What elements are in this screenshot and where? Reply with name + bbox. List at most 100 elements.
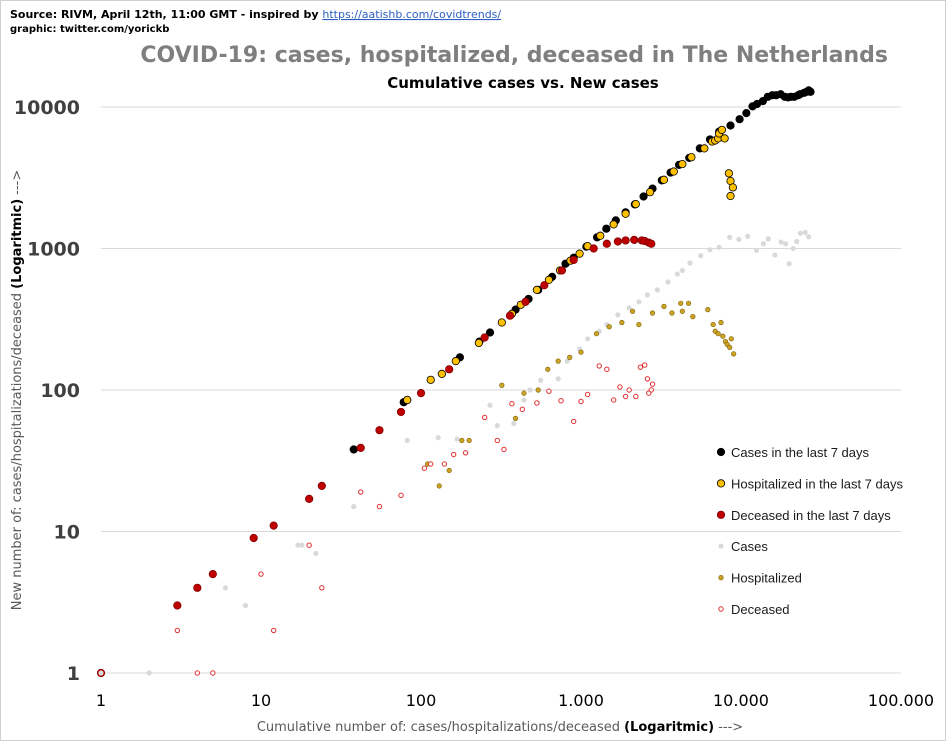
data-point [707, 247, 713, 253]
data-point [481, 414, 488, 421]
data-point [654, 287, 660, 293]
data-point [609, 220, 618, 229]
data-point [669, 310, 675, 316]
y-tick-label: 1000 [27, 239, 80, 261]
data-point [459, 437, 465, 444]
data-point [596, 363, 602, 369]
data-point [436, 483, 442, 489]
data-point [630, 235, 639, 245]
data-point [724, 169, 733, 178]
data-point [644, 376, 651, 382]
data-point [544, 275, 553, 284]
data-point [446, 467, 452, 474]
data-point [527, 387, 533, 393]
data-point [619, 319, 625, 326]
data-point [546, 388, 552, 394]
data-point [645, 188, 655, 197]
data-point [570, 418, 577, 425]
data-point [358, 489, 364, 495]
data-point [718, 319, 724, 326]
data-point [535, 387, 541, 393]
data-point [569, 255, 578, 265]
data-point [636, 321, 642, 328]
data-point [564, 358, 570, 364]
data-point [269, 521, 278, 530]
legend: Cases in the last 7 days Hospitalized in … [716, 445, 903, 617]
data-point [567, 354, 573, 360]
legend-label: Cases in the last 7 days [731, 445, 870, 460]
data-point [222, 585, 229, 591]
data-point [584, 391, 591, 398]
data-point [727, 234, 733, 240]
data-point [649, 310, 656, 316]
data-point [646, 390, 652, 396]
legend-marker [718, 543, 724, 549]
data-point [639, 192, 648, 201]
data-point [679, 308, 685, 314]
x-tick-label: 100 [406, 691, 437, 710]
data-point [487, 402, 493, 408]
source-link[interactable]: https://aatishb.com/covidtrends/ [322, 8, 501, 21]
data-point [636, 299, 642, 305]
data-point [534, 400, 540, 406]
data-point [555, 358, 561, 364]
data-point [505, 311, 515, 320]
data-point [545, 366, 551, 372]
data-point [555, 376, 561, 382]
data-point [685, 300, 692, 306]
data-point [521, 297, 530, 306]
data-point [356, 443, 365, 452]
chart-subtitle: Cumulative cases vs. New cases [387, 74, 659, 92]
data-point [445, 365, 454, 374]
data-point [596, 231, 605, 240]
data-point [621, 236, 630, 245]
data-point [720, 333, 726, 339]
data-point [644, 292, 650, 298]
data-point [375, 426, 384, 435]
data-point [606, 324, 612, 330]
legend-marker [716, 510, 726, 519]
data-point [778, 239, 784, 245]
data-point [540, 281, 549, 290]
data-point [610, 397, 617, 403]
data-points [96, 86, 815, 678]
data-point [661, 303, 667, 309]
data-point [727, 344, 733, 351]
data-point [626, 387, 632, 393]
data-point [678, 159, 687, 169]
data-point [416, 389, 426, 398]
x-tick-label: 10.000 [713, 691, 769, 710]
x-tick-label: 10 [251, 691, 271, 710]
data-point [173, 601, 182, 610]
legend-label: Hospitalized in the last 7 days [731, 476, 903, 491]
data-point [494, 423, 500, 429]
data-point [511, 420, 517, 427]
x-axis-ticks: 1 10 100 1.000 10.000 100.000 [96, 691, 934, 710]
data-point [494, 437, 501, 444]
data-point [474, 338, 483, 348]
legend-label: Hospitalized [731, 571, 802, 586]
data-point [720, 134, 729, 143]
data-point [497, 318, 506, 327]
data-point [742, 109, 751, 118]
data-point [753, 247, 760, 253]
data-point [441, 461, 448, 467]
data-point [426, 375, 435, 384]
data-point [519, 406, 526, 413]
data-point [674, 271, 680, 277]
data-point [621, 209, 630, 218]
data-point [649, 381, 656, 387]
data-point [98, 670, 104, 676]
data-point [679, 267, 685, 274]
data-point [726, 191, 735, 201]
y-tick-label: 10000 [14, 97, 80, 119]
data-point [194, 670, 201, 676]
data-point [578, 398, 584, 405]
data-point [538, 377, 544, 383]
data-point [700, 144, 709, 153]
legend-marker [716, 447, 726, 457]
data-point [512, 415, 519, 421]
data-point [736, 236, 742, 242]
data-point [786, 261, 792, 267]
